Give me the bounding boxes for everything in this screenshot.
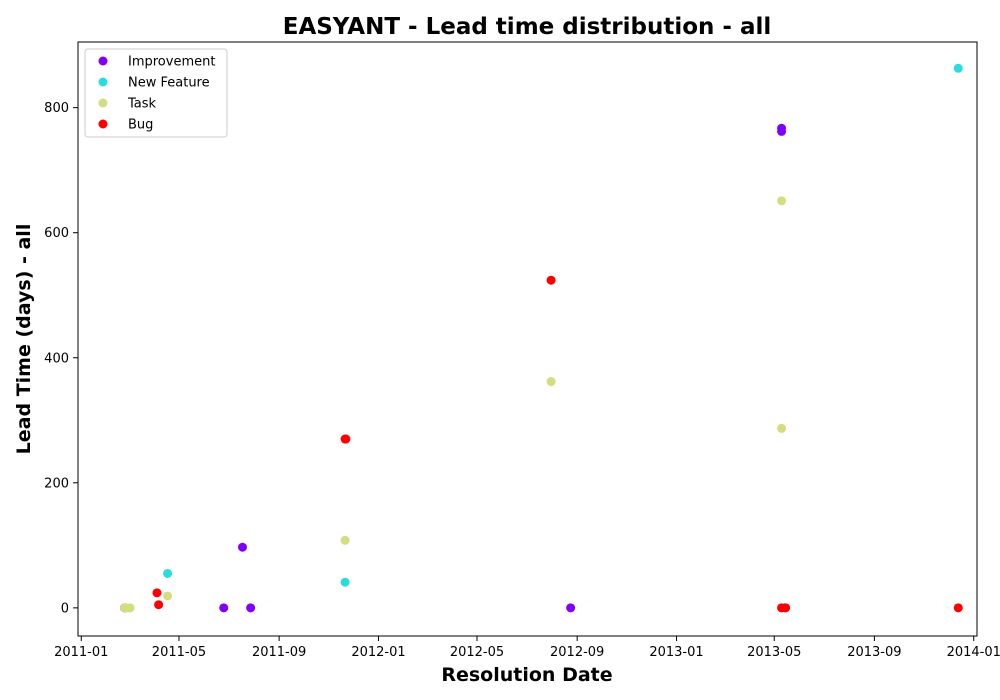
legend-marker [99,57,108,66]
data-point [163,569,172,578]
legend: Improvement New Feature Task Bug [85,49,227,137]
y-tick-label: 800 [44,101,69,116]
series-task [120,196,786,612]
data-points [120,64,963,613]
y-tick-label: 200 [44,476,69,491]
x-tick-label: 2012-01 [351,645,405,660]
series-new-feature [121,64,963,613]
legend-label: Task [127,97,157,112]
data-point [154,600,163,609]
data-point [547,276,556,285]
x-tick-label: 2011-01 [54,645,108,660]
chart-title: EASYANT - Lead time distribution - all [283,14,772,40]
legend-label: Improvement [128,55,215,70]
legend-label: New Feature [128,76,210,91]
legend-label: Bug [128,118,153,133]
x-tick-label: 2014-01 [947,645,1000,660]
data-point [246,603,255,612]
data-point [547,377,556,386]
x-tick-label: 2013-01 [649,645,703,660]
legend-marker [99,78,108,87]
x-tick-label: 2013-09 [847,645,901,660]
data-point [341,536,350,545]
x-tick-label: 2011-05 [152,645,206,660]
y-tick-label: 0 [61,601,69,616]
data-point [152,588,161,597]
x-tick-label: 2012-09 [550,645,604,660]
data-point [777,424,786,433]
x-tick-label: 2012-05 [450,645,504,660]
data-point [341,435,350,444]
x-tick-label: 2011-09 [252,645,306,660]
data-point [341,578,350,587]
x-tick-label: 2013-05 [747,645,801,660]
data-point [219,603,228,612]
legend-marker [99,99,108,108]
y-axis-label: Lead Time (days) - all [13,224,35,455]
data-point [238,543,247,552]
data-point [566,603,575,612]
data-point [126,603,135,612]
data-point [954,64,963,73]
x-axis-label: Resolution Date [441,664,612,686]
data-point [163,591,172,600]
legend-marker [99,120,108,129]
data-point [781,603,790,612]
data-point [777,127,786,136]
y-tick-label: 400 [44,351,69,366]
series-bug [152,276,962,613]
series-improvement [120,124,786,613]
y-tick-label: 600 [44,226,69,241]
data-point [777,196,786,205]
data-point [954,603,963,612]
axes-ticks: 2011-01 2011-05 2011-09 2012-01 2012-05 2012-… [44,101,1000,660]
